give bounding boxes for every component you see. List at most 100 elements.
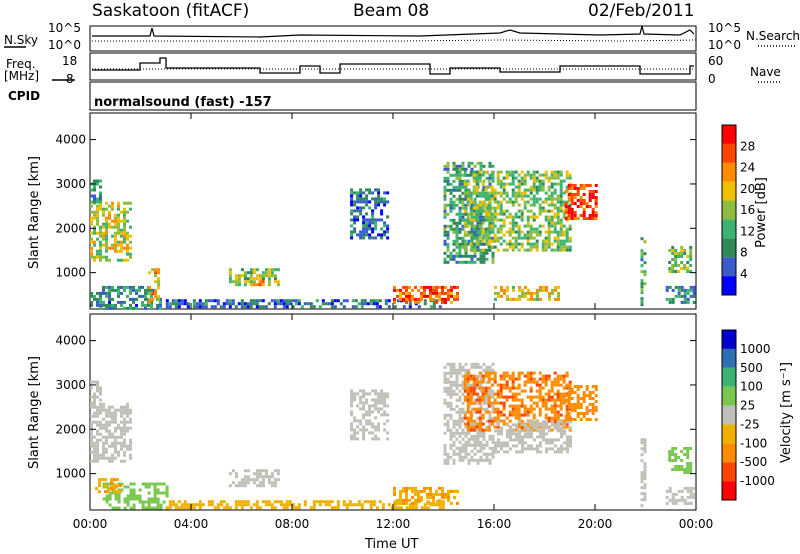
scatter-region xyxy=(165,299,442,309)
scatter-cell xyxy=(491,410,495,414)
scatter-cell xyxy=(553,404,557,408)
scatter-cell xyxy=(157,280,161,284)
scatter-cell xyxy=(479,440,483,444)
scatter-cell xyxy=(114,450,117,454)
scatter-cell xyxy=(443,179,447,183)
scatter-cell xyxy=(559,224,563,228)
scatter-cell xyxy=(252,283,256,287)
scatter-cell xyxy=(680,495,684,499)
scatter-cell xyxy=(279,500,283,504)
scatter-cell xyxy=(508,389,512,393)
scatter-cell xyxy=(487,203,491,207)
scatter-cell xyxy=(129,240,132,244)
scatter-cell xyxy=(151,268,155,272)
scatter-cell xyxy=(405,492,408,496)
scatter-cell xyxy=(96,300,99,304)
scatter-cell xyxy=(491,164,495,168)
scatter-cell xyxy=(526,236,530,240)
scatter-cell xyxy=(576,199,580,202)
scatter-cell xyxy=(123,225,126,229)
scatter-cell xyxy=(353,230,357,234)
scatter-cell xyxy=(456,489,459,493)
scatter-cell xyxy=(365,188,369,192)
scatter-cell xyxy=(458,383,462,387)
scatter-cell xyxy=(383,422,387,426)
scatter-cell xyxy=(458,452,462,456)
beam-title: Beam 08 xyxy=(353,1,430,21)
scatter-cell xyxy=(359,398,363,402)
scatter-cell xyxy=(359,428,363,432)
scatter-cell xyxy=(559,248,563,252)
scatter-cell xyxy=(588,391,592,394)
scatter-cell xyxy=(443,224,447,228)
power-cbar-tick: 12 xyxy=(740,224,755,238)
scatter-cell xyxy=(467,452,471,456)
scatter-cell xyxy=(157,268,161,272)
scatter-cell xyxy=(521,450,524,454)
x-axis-label: Time UT xyxy=(365,537,419,552)
scatter-cell xyxy=(371,227,375,231)
scatter-cell xyxy=(479,164,483,168)
scatter-cell xyxy=(386,404,390,408)
scatter-cell xyxy=(484,215,488,219)
scatter-cell xyxy=(148,271,152,275)
scatter-cell xyxy=(93,435,96,439)
scatter-cell xyxy=(478,395,482,399)
scatter-cell xyxy=(472,386,476,390)
scatter-cell xyxy=(356,431,360,435)
scatter-cell xyxy=(461,260,465,264)
scatter-cell xyxy=(371,236,375,240)
scatter-cell xyxy=(481,221,485,225)
scatter-cell xyxy=(526,221,530,225)
scatter-cell xyxy=(594,217,598,220)
scatter-cell xyxy=(508,197,512,201)
scatter-cell xyxy=(496,236,500,240)
scatter-cell xyxy=(240,299,244,303)
scatter-cell xyxy=(470,422,474,426)
scatter-cell xyxy=(273,280,277,284)
scatter-cell xyxy=(270,472,274,476)
scatter-cell xyxy=(536,294,539,298)
scatter-cell xyxy=(544,236,548,240)
scatter-cell xyxy=(567,205,571,208)
scatter-cell xyxy=(405,291,408,295)
scatter-cell xyxy=(463,398,467,402)
scatter-cell xyxy=(467,440,471,444)
colorbar-segment xyxy=(722,367,736,387)
scatter-cell xyxy=(234,280,238,284)
scatter-cell xyxy=(105,497,109,501)
scatter-cell xyxy=(517,224,521,228)
scatter-cell xyxy=(353,209,357,213)
scatter-cell xyxy=(478,206,482,210)
scatter-cell xyxy=(677,456,681,459)
scatter-cell xyxy=(113,478,116,482)
scatter-cell xyxy=(484,233,488,237)
scatter-cell xyxy=(520,215,524,219)
scatter-cell xyxy=(312,305,316,309)
scatter-cell xyxy=(573,409,577,412)
scatter-cell xyxy=(588,214,592,217)
scatter-cell xyxy=(452,230,456,234)
scatter-cell xyxy=(210,503,214,507)
scatter-cell xyxy=(198,503,202,507)
scatter-cell xyxy=(458,227,462,231)
scatter-cell xyxy=(129,441,132,445)
scatter-cell xyxy=(487,425,491,429)
scatter-cell xyxy=(177,302,181,306)
scatter-cell xyxy=(458,200,462,204)
scatter-cell xyxy=(446,458,450,462)
scatter-cell xyxy=(461,437,465,441)
scatter-cell xyxy=(458,197,462,201)
scatter-cell xyxy=(475,410,479,414)
scatter-cell xyxy=(171,302,175,306)
scatter-cell xyxy=(455,374,459,378)
scatter-cell xyxy=(102,291,105,295)
scatter-cell xyxy=(485,458,489,462)
scatter-cell xyxy=(514,245,518,249)
scatter-cell xyxy=(231,280,235,284)
scatter-cell xyxy=(532,170,536,174)
scatter-cell xyxy=(594,214,598,217)
scatter-cell xyxy=(680,459,684,462)
scatter-cell xyxy=(365,428,369,432)
scatter-cell xyxy=(530,447,533,451)
